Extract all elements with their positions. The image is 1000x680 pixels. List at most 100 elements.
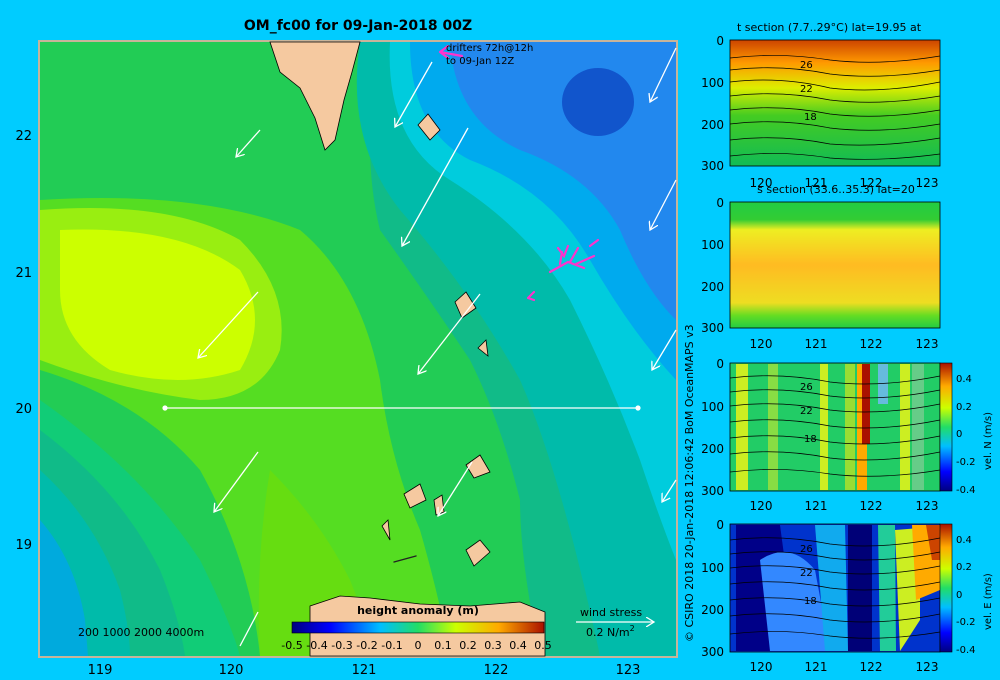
- contour-line: [729, 403, 941, 413]
- land-island-4: [465, 454, 491, 479]
- field-patch: [768, 364, 778, 490]
- contour-line: [729, 121, 941, 131]
- map-colorbar-tick: 0.2: [459, 639, 477, 652]
- wind-arrow: [198, 291, 259, 358]
- panel-3-cbar-tick: 0.2: [956, 402, 972, 413]
- land-island-1: [417, 113, 441, 141]
- map-y-tick: 22: [15, 129, 32, 144]
- panel-4-contours: [729, 537, 941, 639]
- wind-arrow: [438, 461, 473, 516]
- land-island-7: [381, 519, 391, 541]
- land-island-3: [477, 339, 489, 357]
- panel-3-field: [736, 364, 924, 490]
- field-patch: [848, 525, 872, 651]
- panel-2-y-axis: 0 100 200 300: [701, 196, 724, 335]
- map-y-tick: 19: [15, 538, 32, 553]
- panel-4-x-tick: 121: [805, 660, 828, 674]
- panel-4-y-tick: 300: [701, 645, 724, 659]
- panel-1-title: t section (7.7..29°C) lat=19.95 at: [737, 21, 922, 34]
- wind-arrow: [662, 479, 677, 502]
- panel-1-contour-label: 22: [800, 84, 813, 95]
- contour-line: [729, 597, 941, 607]
- wind-arrow: [239, 611, 259, 647]
- panel-4-cbar-tick: 0.4: [956, 535, 972, 546]
- map-x-tick: 120: [219, 663, 244, 678]
- panel-2-x-tick: 122: [860, 337, 883, 351]
- drifter-label: drifters 72h@12h: [446, 43, 533, 54]
- map-colorbar-label: height anomaly (m): [357, 604, 479, 617]
- panel-4-colorbar: [939, 523, 953, 653]
- panel-1-contour-label: 18: [804, 112, 817, 123]
- panel-3-cbar-tick: 0.4: [956, 374, 972, 385]
- drifter-track: [556, 244, 570, 259]
- panel-4-field: [736, 525, 940, 651]
- panel-1-contour-label: 26: [800, 60, 813, 71]
- panel-1-x-tick: 121: [805, 176, 828, 190]
- contour-line: [729, 537, 941, 547]
- wind-arrow: [650, 47, 677, 102]
- panel-1-x-axis: 120 121 122 123: [750, 176, 939, 190]
- wind-arrow: [418, 293, 481, 374]
- wind-arrow: [236, 129, 261, 157]
- drifter-track: [526, 290, 536, 302]
- panel-vel-n: 26 22 18 0 100 200 300 120 121 122 123 0…: [701, 357, 994, 513]
- panel-4-x-tick: 122: [860, 660, 883, 674]
- panel-4-contour-label: 22: [800, 568, 813, 579]
- contour-line: [729, 419, 941, 429]
- drifter-track: [588, 238, 600, 248]
- map-x-axis: 119 120 121 122 123: [88, 663, 641, 678]
- field-patch: [760, 552, 830, 651]
- land-island-8: [465, 539, 491, 567]
- contour-line: [729, 79, 941, 91]
- contour-line: [729, 153, 941, 160]
- map-colorbar-tick: -0.1: [381, 639, 402, 652]
- wind-scale-unit-exponent: 2: [630, 624, 635, 633]
- map-colorbar-tick: -0.2: [356, 639, 377, 652]
- contour-line: [729, 551, 941, 561]
- section-line-start: [162, 405, 168, 411]
- field-patch: [926, 525, 940, 560]
- map-x-tick: 122: [484, 663, 509, 678]
- contour-line: [729, 613, 941, 623]
- map-x-tick: 121: [352, 663, 377, 678]
- map-x-tick: 123: [616, 663, 641, 678]
- field-patch: [862, 364, 870, 444]
- panel-3-y-tick: 300: [701, 484, 724, 498]
- contour-line: [729, 93, 941, 103]
- panel-3-y-axis: 0 100 200 300: [701, 357, 724, 498]
- panel-4-x-axis: 120 121 122 123: [750, 660, 939, 674]
- panel-3-y-tick: 200: [701, 442, 724, 456]
- contour-line: [729, 67, 941, 77]
- wind-arrow: [650, 179, 677, 230]
- panel-4-x-tick: 123: [916, 660, 939, 674]
- panel-1-plot: [729, 39, 941, 167]
- panel-4-contour-label: 26: [800, 544, 813, 555]
- map-colorbar-tick: -0.4: [306, 639, 327, 652]
- panel-4-y-tick: 0: [716, 518, 724, 532]
- figure-title: OM_fc00 for 09-Jan-2018 00Z: [244, 18, 472, 34]
- drifter-label-2: to 09-Jan 12Z: [446, 56, 514, 67]
- panel-vel-e: 26 22 18 0 100 200 300 120 121 122 123 0…: [701, 518, 994, 674]
- panel-2-y-tick: 200: [701, 280, 724, 294]
- map-colorbar-tick: -0.5: [281, 639, 302, 652]
- contour-line: [729, 55, 941, 63]
- map-eddy-core: [562, 68, 634, 136]
- panel-1-x-tick: 123: [916, 176, 939, 190]
- land-taiwan-tip: [269, 41, 361, 151]
- wind-arrow: [652, 329, 677, 370]
- drifter-tracks: [393, 44, 600, 563]
- panel-3-cbar-tick: -0.4: [956, 485, 976, 496]
- panel-3-contour-label: 26: [800, 382, 813, 393]
- panel-3-x-tick: 122: [860, 499, 883, 513]
- panel-3-contour-label: 18: [804, 434, 817, 445]
- field-patch: [878, 525, 896, 651]
- panel-4-cbar-tick: -0.4: [956, 645, 976, 656]
- wind-scale-value: 0.2 N/m: [586, 626, 630, 639]
- contour-line: [729, 389, 941, 399]
- panel-2-x-tick: 123: [916, 337, 939, 351]
- panel-4-cbar-tick: 0: [956, 590, 962, 601]
- panel-1-x-tick: 120: [750, 176, 773, 190]
- wind-stress-label: wind stress: [580, 606, 642, 619]
- map-y-tick: 20: [15, 402, 32, 417]
- field-patch: [820, 364, 828, 490]
